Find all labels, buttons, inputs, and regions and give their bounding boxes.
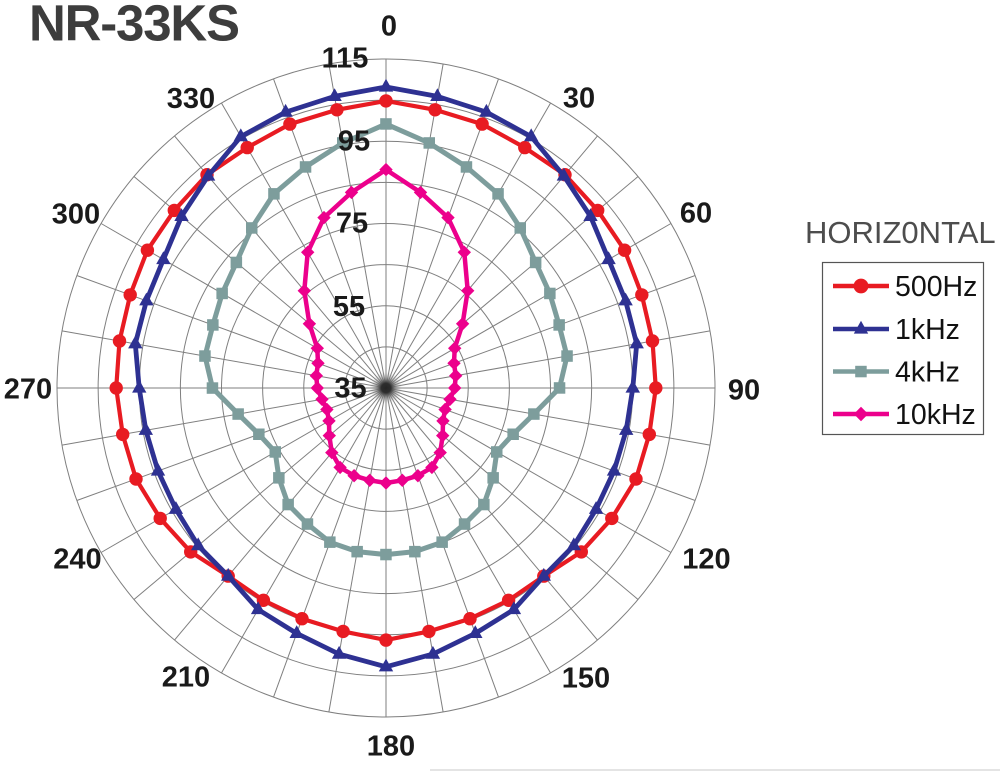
svg-text:240: 240 [53, 544, 101, 576]
svg-text:115: 115 [322, 43, 369, 75]
svg-text:500Hz: 500Hz [895, 271, 977, 303]
svg-text:30: 30 [563, 83, 595, 115]
svg-text:0: 0 [381, 11, 397, 43]
svg-text:NR-33KS: NR-33KS [29, 0, 239, 52]
svg-text:1kHz: 1kHz [895, 314, 960, 346]
svg-text:60: 60 [680, 198, 712, 230]
svg-text:35: 35 [334, 373, 366, 405]
svg-text:180: 180 [367, 731, 415, 763]
svg-text:75: 75 [336, 208, 368, 240]
svg-text:95: 95 [338, 126, 370, 158]
svg-text:210: 210 [162, 662, 210, 694]
svg-text:300: 300 [52, 199, 100, 231]
svg-text:HORIZ0NTAL: HORIZ0NTAL [805, 215, 996, 250]
svg-text:10kHz: 10kHz [895, 399, 976, 431]
svg-text:4kHz: 4kHz [895, 357, 960, 389]
svg-text:120: 120 [682, 544, 730, 576]
svg-text:55: 55 [333, 291, 365, 323]
svg-text:150: 150 [562, 663, 610, 695]
svg-text:90: 90 [728, 375, 760, 407]
svg-text:270: 270 [4, 374, 52, 406]
svg-text:330: 330 [167, 83, 215, 115]
